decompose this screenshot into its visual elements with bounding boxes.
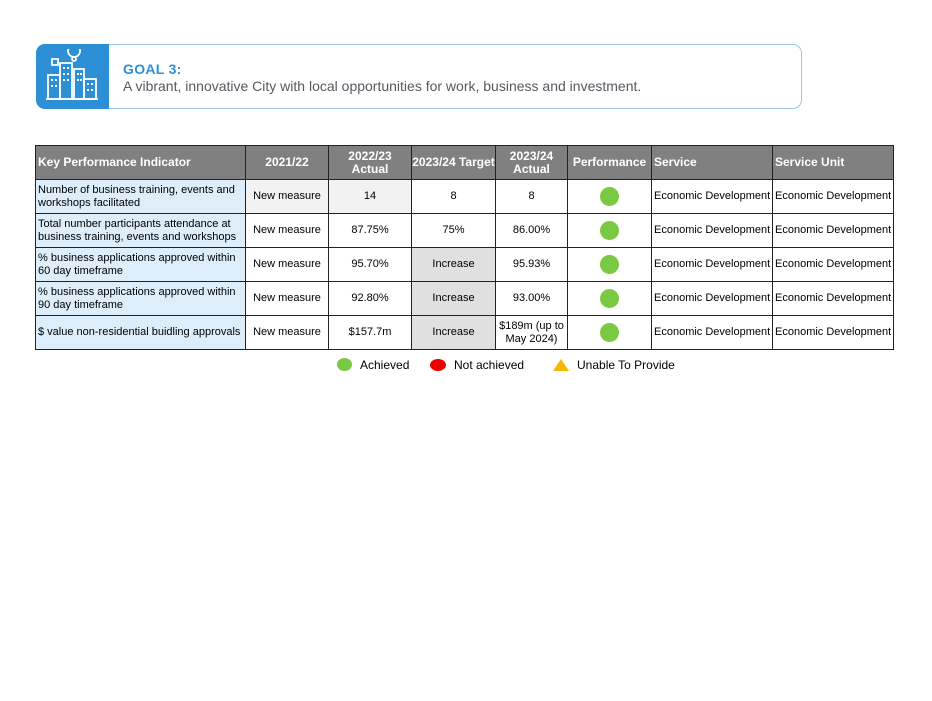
service-unit-cell: Economic Development xyxy=(772,281,894,316)
service-cell: Economic Development xyxy=(651,281,773,316)
kpi-cell: % business applications approved within … xyxy=(35,247,246,282)
kpi-cell: % business applications approved within … xyxy=(35,281,246,316)
table-row: Number of business training, events and … xyxy=(35,179,894,214)
achieved-dot-icon xyxy=(600,187,619,206)
header-service-unit: Service Unit xyxy=(772,145,894,180)
achieved-dot-icon xyxy=(337,358,352,372)
value-2022-23: 87.75% xyxy=(328,213,412,248)
performance-cell xyxy=(567,281,652,316)
legend-not-achieved-label: Not achieved xyxy=(454,357,525,372)
service-cell: Economic Development xyxy=(651,315,773,350)
not-achieved-dot-icon xyxy=(430,358,446,371)
table-row: % business applications approved within … xyxy=(35,247,894,282)
service-unit-cell: Economic Development xyxy=(772,213,894,248)
performance-cell xyxy=(567,247,652,282)
value-actual: 95.93% xyxy=(495,247,568,282)
table-row: $ value non-residential buidling approva… xyxy=(35,315,894,350)
value-actual: 8 xyxy=(495,179,568,214)
kpi-table: Key Performance Indicator 2021/22 2022/2… xyxy=(35,145,894,350)
achieved-dot-icon xyxy=(600,255,619,274)
header-service: Service xyxy=(651,145,773,180)
header-2021-22: 2021/22 xyxy=(245,145,329,180)
header-performance: Performance xyxy=(567,145,652,180)
service-cell: Economic Development xyxy=(651,247,773,282)
legend-achieved: Achieved xyxy=(337,357,409,372)
service-unit-cell: Economic Development xyxy=(772,247,894,282)
value-2022-23: 14 xyxy=(328,179,412,214)
value-actual: 93.00% xyxy=(495,281,568,316)
value-target: Increase xyxy=(411,315,496,350)
goal-title: GOAL 3: xyxy=(123,61,182,77)
value-actual: 86.00% xyxy=(495,213,568,248)
header-2023-24-target: 2023/24 Target xyxy=(411,145,496,180)
service-cell: Economic Development xyxy=(651,179,773,214)
legend-achieved-label: Achieved xyxy=(360,357,410,372)
achieved-dot-icon xyxy=(600,323,619,342)
header-kpi: Key Performance Indicator xyxy=(35,145,246,180)
kpi-cell: Total number participants attendance at … xyxy=(35,213,246,248)
performance-cell xyxy=(567,213,652,248)
value-2021-22: New measure xyxy=(245,179,329,214)
legend-unable: Unable To Provide xyxy=(553,357,675,372)
value-2021-22: New measure xyxy=(245,247,329,282)
table-row: % business applications approved within … xyxy=(35,281,894,316)
kpi-cell: $ value non-residential buidling approva… xyxy=(35,315,246,350)
warning-triangle-icon xyxy=(553,358,569,371)
value-2021-22: New measure xyxy=(245,281,329,316)
goal-description: A vibrant, innovative City with local op… xyxy=(123,78,642,94)
goal-banner: GOAL 3: A vibrant, innovative City with … xyxy=(36,44,802,109)
service-unit-cell: Economic Development xyxy=(772,179,894,214)
value-actual: $189m (up to May 2024) xyxy=(495,315,568,350)
performance-cell xyxy=(567,315,652,350)
service-cell: Economic Development xyxy=(651,213,773,248)
kpi-cell: Number of business training, events and … xyxy=(35,179,246,214)
table-row: Total number participants attendance at … xyxy=(35,213,894,248)
achieved-dot-icon xyxy=(600,221,619,240)
value-2022-23: $157.7m xyxy=(328,315,412,350)
service-unit-cell: Economic Development xyxy=(772,315,894,350)
header-2022-23-actual: 2022/23 Actual xyxy=(328,145,412,180)
value-2021-22: New measure xyxy=(245,315,329,350)
value-2022-23: 92.80% xyxy=(328,281,412,316)
table-header-row: Key Performance Indicator 2021/22 2022/2… xyxy=(35,145,894,180)
performance-cell xyxy=(567,179,652,214)
value-target: Increase xyxy=(411,281,496,316)
legend-not-achieved: Not achieved xyxy=(430,357,524,372)
value-2022-23: 95.70% xyxy=(328,247,412,282)
value-target: 75% xyxy=(411,213,496,248)
value-target: Increase xyxy=(411,247,496,282)
value-target: 8 xyxy=(411,179,496,214)
city-icon xyxy=(36,44,109,109)
header-2023-24-actual: 2023/24 Actual xyxy=(495,145,568,180)
value-2021-22: New measure xyxy=(245,213,329,248)
achieved-dot-icon xyxy=(600,289,619,308)
legend-unable-label: Unable To Provide xyxy=(577,357,675,372)
